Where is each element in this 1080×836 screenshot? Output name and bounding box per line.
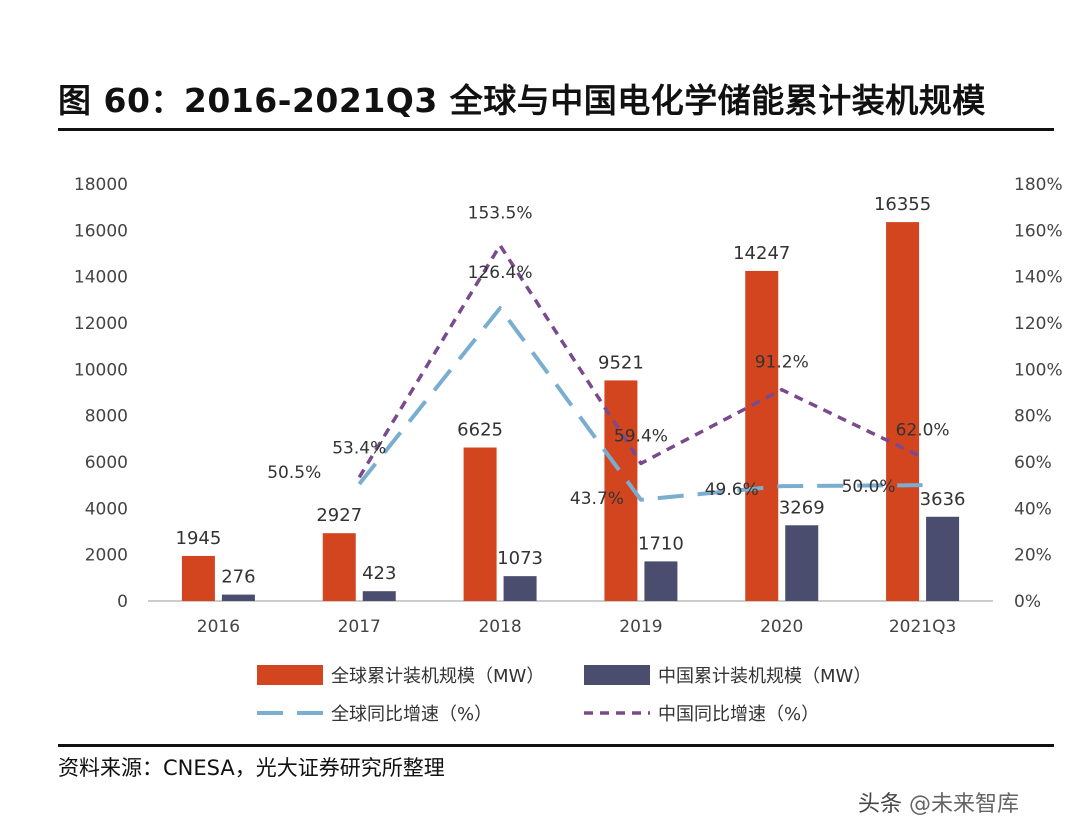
global-growth-label: 50.0% bbox=[842, 477, 896, 497]
global-bar bbox=[745, 270, 779, 601]
right-axis-tick: 140% bbox=[1014, 268, 1063, 288]
global-bar-label: 9521 bbox=[598, 352, 644, 373]
legend-china-bar-swatch bbox=[584, 665, 650, 685]
global-bar-label: 1945 bbox=[176, 528, 222, 549]
left-axis-tick: 18000 bbox=[74, 175, 128, 195]
china-growth-label: 53.4% bbox=[332, 438, 386, 458]
x-axis-tick: 2016 bbox=[197, 617, 240, 637]
x-axis-tick: 2018 bbox=[478, 617, 521, 637]
china-bar-label: 1073 bbox=[497, 548, 543, 569]
legend-global-bar-label: 全球累计装机规模（MW） bbox=[331, 666, 544, 687]
china-growth-label: 59.4% bbox=[614, 426, 668, 446]
watermark-brand: @未来智库 bbox=[909, 792, 1020, 817]
legend-china-line-label: 中国同比增速（%） bbox=[658, 704, 819, 725]
chart-title: 图 60：2016-2021Q3 全球与中国电化学储能累计装机规模 bbox=[58, 81, 986, 120]
right-axis-tick: 100% bbox=[1014, 360, 1063, 380]
global-bar-label: 2927 bbox=[316, 505, 362, 526]
global-growth-label: 126.4% bbox=[468, 263, 533, 283]
left-axis-tick: 2000 bbox=[85, 546, 128, 566]
global-growth-line bbox=[357, 306, 923, 502]
china-bar bbox=[926, 516, 960, 601]
right-axis-tick: 180% bbox=[1014, 175, 1063, 195]
title-rule bbox=[58, 128, 1054, 131]
left-axis-tick: 6000 bbox=[85, 453, 128, 473]
x-axis-tick: 2021Q3 bbox=[889, 617, 956, 637]
right-axis-tick: 60% bbox=[1014, 453, 1052, 473]
watermark: 头条 @未来智库 bbox=[858, 786, 1019, 818]
x-axis-tick: 2020 bbox=[760, 617, 803, 637]
china-bar bbox=[644, 561, 678, 601]
left-axis-tick: 0 bbox=[117, 592, 128, 612]
legend-global-line-label: 全球同比增速（%） bbox=[331, 704, 492, 725]
global-bar bbox=[463, 447, 497, 601]
x-axis-tick: 2019 bbox=[619, 617, 662, 637]
right-axis-tick: 160% bbox=[1014, 221, 1063, 241]
china-bar-label: 423 bbox=[362, 563, 396, 584]
china-growth-label: 62.0% bbox=[896, 420, 950, 440]
source-note: 资料来源：CNESA，光大证券研究所整理 bbox=[58, 756, 445, 780]
legend-global-bar-swatch bbox=[257, 665, 323, 685]
global-bar bbox=[886, 222, 920, 601]
china-bar-label: 276 bbox=[221, 567, 255, 588]
china-bar bbox=[362, 591, 396, 601]
right-axis-tick: 40% bbox=[1014, 499, 1052, 519]
right-axis-tick: 0% bbox=[1014, 592, 1041, 612]
china-growth-label: 153.5% bbox=[468, 203, 533, 223]
china-bar-label: 1710 bbox=[638, 533, 684, 554]
left-axis-tick: 4000 bbox=[85, 499, 128, 519]
x-axis-tick: 2017 bbox=[338, 617, 381, 637]
china-bar-label: 3636 bbox=[920, 489, 966, 510]
source-rule bbox=[58, 744, 1054, 747]
china-bar bbox=[785, 525, 819, 601]
right-axis-tick: 80% bbox=[1014, 407, 1052, 427]
legend-china-bar-label: 中国累计装机规模（MW） bbox=[658, 666, 871, 687]
china-growth-label: 91.2% bbox=[755, 353, 809, 373]
china-bar-label: 3269 bbox=[779, 497, 825, 518]
global-bar bbox=[322, 533, 356, 601]
right-axis-tick: 20% bbox=[1014, 546, 1052, 566]
right-axis-tick: 120% bbox=[1014, 314, 1063, 334]
global-growth-label: 49.6% bbox=[705, 480, 759, 500]
left-axis-tick: 10000 bbox=[74, 360, 128, 380]
left-axis-tick: 16000 bbox=[74, 221, 128, 241]
global-bar-label: 16355 bbox=[874, 194, 931, 215]
global-bar-label: 14247 bbox=[733, 243, 790, 264]
china-bar bbox=[503, 576, 537, 601]
global-bar-label: 6625 bbox=[457, 420, 503, 441]
global-growth-label: 50.5% bbox=[267, 463, 321, 483]
left-axis-tick: 8000 bbox=[85, 407, 128, 427]
left-axis-tick: 14000 bbox=[74, 268, 128, 288]
global-bar bbox=[181, 555, 215, 601]
china-growth-line bbox=[357, 243, 924, 479]
watermark-prefix: 头条 bbox=[858, 792, 903, 817]
global-growth-label: 43.7% bbox=[570, 489, 624, 509]
china-bar bbox=[221, 594, 255, 601]
left-axis-tick: 12000 bbox=[74, 314, 128, 334]
